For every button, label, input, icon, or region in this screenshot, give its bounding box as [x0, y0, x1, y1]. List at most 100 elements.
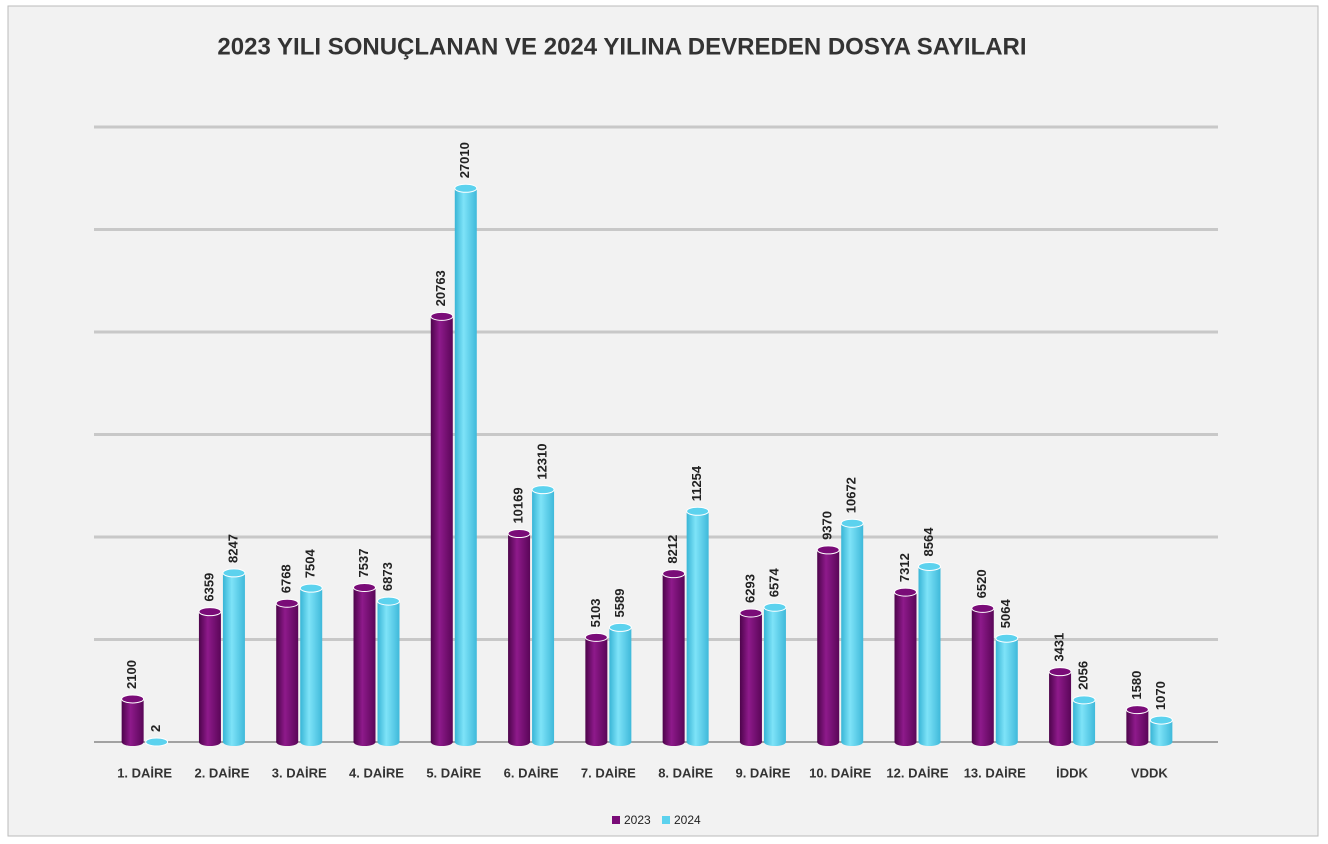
legend-label: 2024 [674, 813, 701, 827]
value-label: 6574 [766, 568, 781, 598]
x-tick-label: 1. DAİRE [117, 765, 172, 780]
bar-base [300, 738, 323, 746]
bar-cap [1149, 715, 1173, 725]
bar [430, 316, 453, 742]
bar [121, 698, 144, 742]
value-label: 8212 [665, 535, 680, 564]
bar-cap [1048, 667, 1072, 677]
bar [454, 188, 477, 743]
x-tick-label: 8. DAİRE [658, 765, 713, 780]
bar-base [454, 738, 477, 746]
bar-cap [971, 603, 995, 613]
bar-cap [662, 569, 686, 579]
value-label: 12310 [535, 443, 550, 479]
bar-cap [454, 183, 478, 193]
bar-cap [686, 506, 710, 516]
bar [971, 608, 994, 742]
value-label: 8564 [921, 527, 936, 557]
bar-base [739, 738, 762, 746]
value-label: 20763 [433, 270, 448, 306]
value-label: 10672 [844, 477, 859, 513]
x-tick-label: VDDK [1131, 765, 1168, 780]
bar [918, 566, 941, 742]
bar [817, 549, 840, 742]
bar [585, 637, 608, 742]
value-label: 5589 [612, 589, 627, 618]
bar-cap [121, 694, 145, 704]
value-label: 6873 [380, 562, 395, 591]
value-label: 27010 [457, 142, 472, 178]
value-label: 1070 [1153, 681, 1168, 710]
value-label: 7312 [897, 553, 912, 582]
bar [763, 607, 786, 742]
bar-base [353, 738, 376, 746]
value-label: 10169 [511, 487, 526, 523]
bar [300, 588, 323, 742]
bar-base [894, 738, 917, 746]
value-label: 9370 [820, 511, 835, 540]
bar-cap [222, 568, 246, 578]
bar-cap [608, 622, 632, 632]
bar-cap [918, 561, 941, 571]
bar-base [609, 738, 632, 746]
bar-base [508, 738, 531, 746]
value-label: 2056 [1076, 661, 1091, 690]
bar-base [841, 738, 864, 746]
bar [686, 511, 709, 742]
bar [739, 612, 762, 742]
bar-base [121, 738, 144, 746]
bar [609, 627, 632, 742]
bar [662, 573, 685, 742]
bar [198, 611, 221, 742]
bar-base [918, 738, 941, 746]
bar-base [763, 738, 786, 746]
bar-base [276, 738, 299, 746]
bar-cap [353, 582, 376, 592]
bar-base [995, 738, 1018, 746]
bar [353, 587, 376, 742]
x-tick-label: 13. DAİRE [964, 765, 1026, 780]
bar [377, 601, 400, 742]
bar-cap [299, 583, 323, 593]
value-label: 1580 [1129, 671, 1144, 700]
bar-base [430, 738, 453, 746]
value-label: 6293 [742, 574, 757, 603]
bar-base [1073, 738, 1096, 746]
bar [276, 603, 299, 742]
value-label: 8247 [225, 534, 240, 563]
bar-cap [739, 608, 763, 618]
bar-base [817, 738, 840, 746]
legend-swatch [662, 816, 670, 824]
bar [532, 489, 555, 742]
value-label: 6768 [279, 564, 294, 593]
bar-base [686, 738, 709, 746]
chart-title: 2023 YILI SONUÇLANAN VE 2024 YILINA DEVR… [217, 33, 1026, 60]
bar-base [222, 738, 245, 746]
x-tick-label: 12. DAİRE [886, 765, 948, 780]
bar [508, 533, 531, 742]
bar-cap [995, 633, 1019, 643]
bar-base [198, 738, 221, 746]
x-tick-label: 7. DAİRE [581, 765, 636, 780]
value-label: 3431 [1052, 633, 1067, 662]
bar-cap [507, 529, 531, 539]
bar [1126, 709, 1149, 742]
x-tick-label: İDDK [1056, 765, 1088, 780]
bar-base [377, 738, 400, 746]
value-label: 2100 [124, 660, 139, 689]
x-tick-label: 4. DAİRE [349, 765, 404, 780]
bar-cap [840, 518, 864, 528]
bar-cap [377, 596, 400, 606]
bar [841, 523, 864, 742]
bar-base [532, 738, 555, 746]
bar-cap [430, 311, 454, 321]
legend-swatch [612, 816, 620, 824]
bar-cap [531, 485, 555, 495]
value-label: 5103 [588, 598, 603, 627]
value-label: 6359 [201, 573, 216, 602]
bar-cap [763, 602, 787, 612]
bar-base [1126, 738, 1149, 746]
x-tick-label: 10. DAİRE [809, 765, 871, 780]
bar-base [1150, 738, 1173, 746]
